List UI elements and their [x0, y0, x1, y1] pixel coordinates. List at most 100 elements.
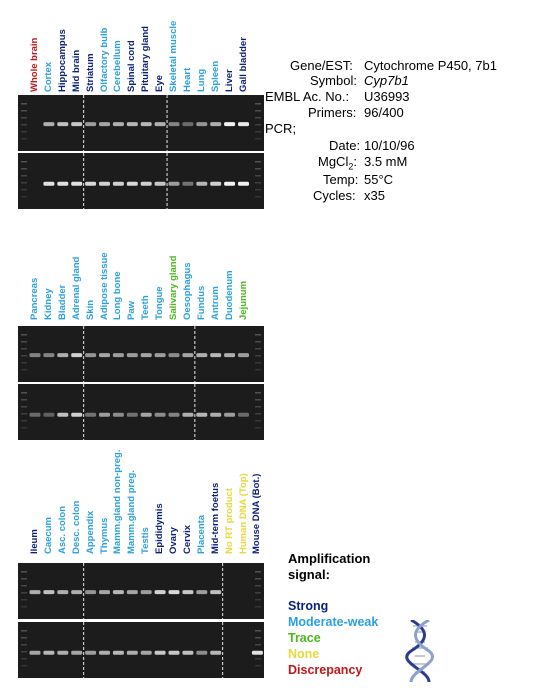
gel-band — [224, 181, 236, 186]
gel-band — [126, 412, 138, 417]
gel-band — [99, 412, 110, 417]
gel-band — [57, 650, 69, 655]
ladder-right-mark — [255, 392, 261, 394]
lane-label: Epididymis — [154, 503, 166, 554]
gel-band — [112, 181, 124, 186]
gel-band — [182, 650, 194, 655]
ladder-left-mark — [21, 131, 27, 133]
ladder-left-mark — [21, 399, 27, 401]
ladder-right-mark — [255, 658, 261, 660]
info-mgcl-label: MgCl — [318, 154, 349, 169]
gel-band — [112, 650, 124, 655]
gel-band — [43, 590, 55, 595]
lane-label: Olfactory bulb — [98, 27, 110, 92]
gel-band — [71, 412, 83, 417]
gel-band — [29, 590, 41, 595]
gel-band — [238, 353, 249, 358]
ladder-right-mark — [255, 341, 261, 343]
lane-label: Gall bladder — [237, 37, 249, 92]
gel-band — [182, 122, 194, 127]
ladder-left-mark — [21, 168, 27, 170]
ladder-right-mark — [255, 110, 261, 112]
ladder-right-mark — [255, 571, 261, 573]
lane-label: Spinal cord — [126, 40, 138, 92]
gel-band — [196, 181, 208, 186]
lane-label: Paw — [126, 300, 138, 320]
lane-label: Salivary gland — [168, 255, 179, 320]
gel-band — [43, 122, 55, 127]
gel-band — [238, 181, 249, 186]
gel-band — [182, 181, 194, 186]
gel-band — [71, 650, 83, 655]
lane-label: Ovary — [168, 527, 179, 554]
lane-label: Appendix — [84, 510, 96, 554]
ladder-right-mark — [255, 413, 261, 415]
ladder-left-mark — [21, 571, 27, 573]
gel-band — [168, 412, 180, 417]
gel-band — [112, 590, 124, 595]
ladder-left-mark — [21, 341, 27, 343]
gel-band — [43, 650, 55, 655]
lane-label: Long bone — [112, 271, 124, 320]
ladder-right-mark — [255, 599, 261, 601]
gel-band — [210, 650, 222, 655]
ladder-left-mark — [21, 103, 27, 105]
legend-title-line-1: Amplification — [288, 551, 371, 566]
legend-item-moderate-weak: Moderate-weak — [288, 615, 379, 629]
gel-band — [126, 353, 138, 358]
gel-band — [126, 122, 138, 127]
lane-label: Human DNA (Top) — [237, 473, 249, 554]
lane-label: Whole brain — [29, 37, 40, 92]
lane-label: Ileum — [29, 529, 40, 554]
gel-band — [71, 122, 83, 127]
gel-band — [112, 353, 124, 358]
gel-band — [238, 122, 249, 127]
ladder-right-mark — [255, 131, 261, 133]
info-mgcl-key: MgCl2: — [318, 154, 357, 172]
info-mgcl-colon: : — [353, 154, 357, 169]
gel-band — [57, 353, 69, 358]
gel-band — [140, 353, 152, 358]
lane-label: Cortex — [42, 61, 54, 92]
lane-label: Mamm.gland preg. — [126, 470, 138, 554]
gel-band — [71, 181, 83, 186]
lane-label: Antrum — [209, 286, 221, 320]
lane-label: Cervix — [181, 524, 193, 554]
info-symbol-key: Symbol: — [310, 73, 357, 88]
ladder-left-mark — [21, 606, 27, 608]
ladder-left-mark — [21, 161, 27, 163]
ladder-right-mark — [255, 637, 261, 639]
ladder-left-mark — [21, 413, 27, 415]
gel-band — [29, 412, 41, 417]
gel-band — [154, 412, 166, 417]
lane-label: Lung — [195, 68, 207, 92]
ladder-right-mark — [255, 175, 261, 177]
lane-label: Tongue — [154, 286, 166, 320]
info-gene-value: Cytochrome P450, 7b1 — [364, 58, 497, 73]
gel-band — [210, 122, 222, 127]
ladder-right-mark — [255, 103, 261, 105]
info-embl-key: EMBL Ac. No.: — [265, 89, 350, 104]
gel-band — [154, 590, 166, 595]
gel-band — [126, 590, 138, 595]
gel-band — [85, 353, 97, 358]
gel-band — [210, 412, 222, 417]
lane-label: Striatum — [84, 53, 96, 92]
info-gene-key: Gene/EST: — [290, 58, 353, 73]
ladder-left-mark — [21, 124, 27, 126]
info-cycles-key: Cycles: — [313, 188, 356, 203]
ladder-right-mark — [255, 630, 261, 632]
gel-band — [196, 590, 208, 595]
lane-label: Spleen — [209, 60, 221, 92]
info-temp-unit: °C — [378, 172, 394, 187]
gel-band — [224, 412, 236, 417]
lane-label: Skin — [84, 299, 96, 320]
gel-band — [99, 590, 110, 595]
ladder-left-mark — [21, 578, 27, 580]
ladder-right-mark — [255, 362, 261, 364]
legend-item-strong: Strong — [288, 599, 329, 613]
info-date-key: Date: — [329, 138, 361, 153]
ladder-left-mark — [21, 189, 27, 191]
gel-band — [224, 122, 236, 127]
gel-band — [154, 650, 166, 655]
